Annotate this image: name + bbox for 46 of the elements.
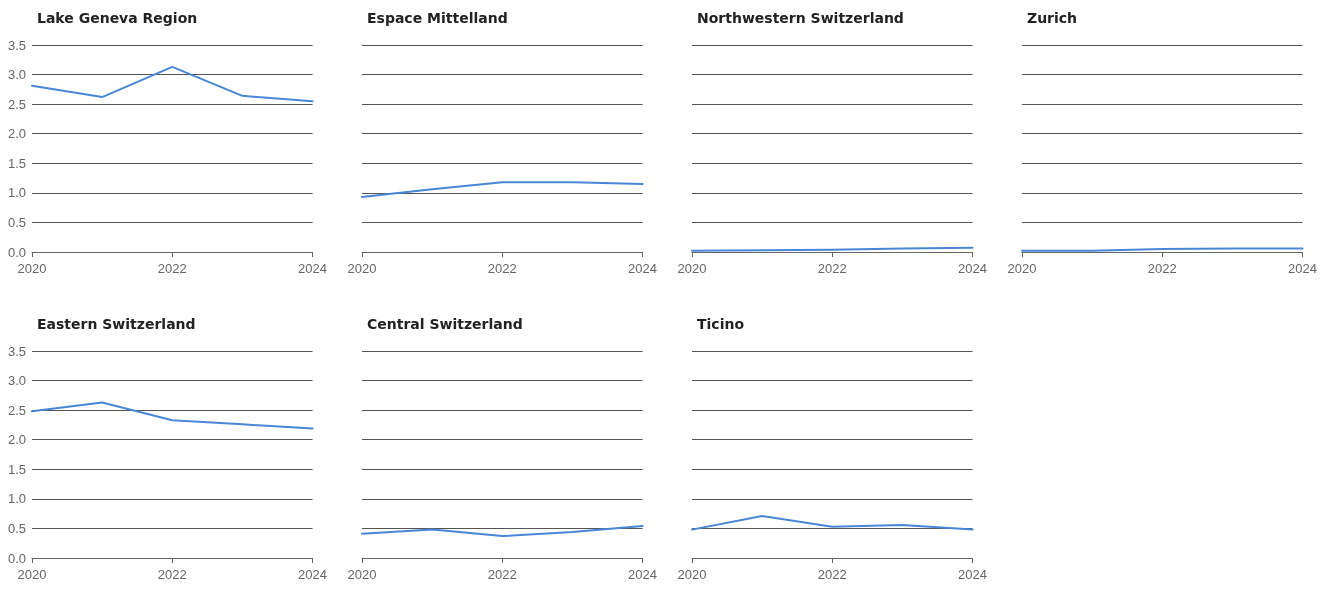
chart-title: Zurich [1027, 10, 1078, 26]
x-tick-label: 2022 [817, 567, 847, 582]
chart-title: Lake Geneva Region [37, 10, 198, 26]
line-series [31, 65, 314, 103]
x-tick-label: 2024 [958, 261, 987, 276]
y-tick-label: 1.5 [7, 461, 26, 477]
x-tick-label: 2020 [17, 567, 47, 582]
y-tick-label: 2.5 [7, 402, 26, 418]
x-tick-label: 2022 [487, 567, 517, 582]
x-tick-label: 2024 [958, 567, 987, 582]
y-tick-label: 1.0 [7, 185, 26, 201]
x-tick-label: 2022 [487, 261, 517, 276]
x-tick-label: 2020 [677, 567, 707, 582]
x-tick-label: 2020 [347, 261, 377, 276]
y-tick-label: 1.0 [7, 491, 26, 507]
y-tick-label: 3.0 [7, 67, 26, 83]
x-tick-label: 2020 [677, 261, 707, 276]
chart-title: Espace Mittelland [367, 10, 508, 26]
chart-title: Northwestern Switzerland [697, 10, 904, 26]
line-series [31, 401, 314, 430]
y-tick-label: 0.0 [7, 244, 26, 260]
x-tick-label: 2022 [1147, 261, 1177, 276]
x-tick-label: 2020 [1007, 261, 1037, 276]
x-tick-label: 2022 [817, 261, 847, 276]
y-tick-label: 0.0 [7, 550, 26, 566]
chart-title: Central Switzerland [367, 316, 523, 332]
x-tick-label: 2024 [298, 567, 327, 582]
y-tick-label: 2.0 [7, 126, 26, 142]
y-tick-label: 0.5 [7, 214, 26, 230]
x-tick-label: 2024 [628, 261, 657, 276]
chart-title: Eastern Switzerland [37, 316, 196, 332]
y-tick-label: 2.0 [7, 432, 26, 448]
y-tick-label: 3.0 [7, 373, 26, 389]
y-tick-label: 3.5 [7, 37, 26, 53]
x-tick-label: 2020 [17, 261, 47, 276]
y-tick-label: 2.5 [7, 96, 26, 112]
x-tick-label: 2020 [347, 567, 377, 582]
x-tick-label: 2024 [298, 261, 327, 276]
x-tick-label: 2022 [157, 261, 187, 276]
y-tick-label: 3.5 [7, 343, 26, 359]
x-tick-label: 2024 [628, 567, 657, 582]
y-tick-label: 1.5 [7, 155, 26, 171]
chart-title: Ticino [697, 316, 745, 332]
x-tick-label: 2024 [1288, 261, 1317, 276]
y-tick-label: 0.5 [7, 520, 26, 536]
x-tick-label: 2022 [157, 567, 187, 582]
